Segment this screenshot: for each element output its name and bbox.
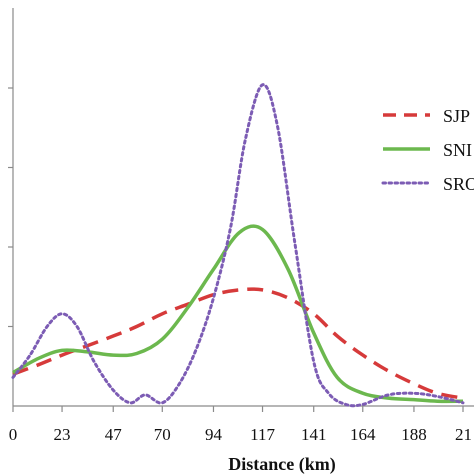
axes: 0 23 47 70 94 117 141 164 188 21	[8, 8, 474, 444]
legend-label-sro: SRO	[443, 174, 474, 194]
x-axis-title: Distance (km)	[228, 454, 335, 474]
x-tick-label: 0	[9, 425, 18, 444]
x-tick-label: 21	[455, 425, 472, 444]
x-tick-label: 70	[154, 425, 171, 444]
x-tick-label: 188	[401, 425, 427, 444]
x-tick-label: 141	[301, 425, 327, 444]
series-line-sro	[11, 83, 465, 408]
series-layer	[11, 83, 465, 408]
x-tick-label: 164	[350, 425, 376, 444]
x-tick-label: 117	[250, 425, 275, 444]
series-line-sni	[12, 224, 464, 404]
legend: SJP SNI SRO	[381, 106, 474, 194]
x-tick-label: 94	[205, 425, 223, 444]
series-line-sjp	[12, 287, 464, 400]
x-tick-label: 23	[54, 425, 71, 444]
x-tick-label: 47	[105, 425, 123, 444]
legend-label-sjp: SJP	[443, 106, 470, 126]
legend-label-sni: SNI	[443, 140, 472, 160]
